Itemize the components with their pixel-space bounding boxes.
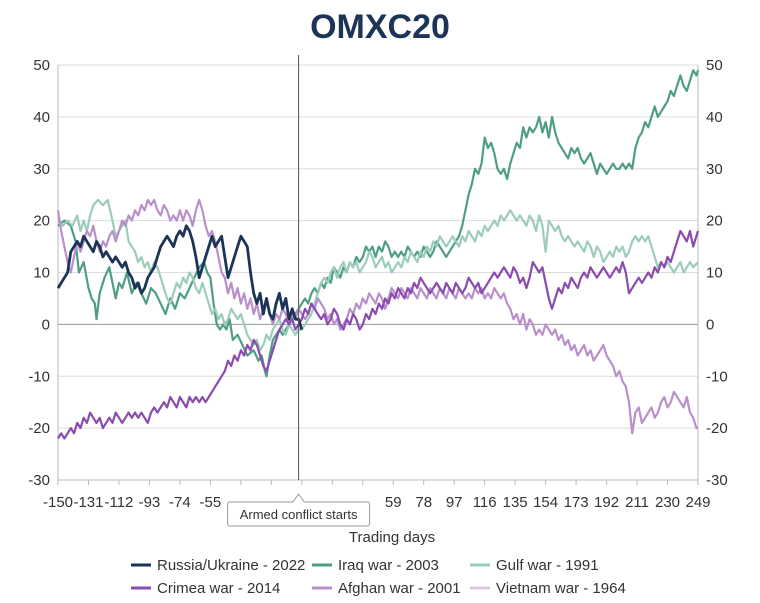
series-line bbox=[56, 224, 304, 331]
armed-conflict-annotation: Armed conflict starts bbox=[227, 55, 371, 527]
annotation-pointer bbox=[292, 493, 306, 503]
x-tick-label: 78 bbox=[415, 494, 432, 511]
legend: Russia/Ukraine - 2022 Iraq war - 2003 Gulf… bbox=[131, 557, 626, 597]
x-tick-label: -150 bbox=[43, 494, 73, 511]
x-tick-label: -74 bbox=[169, 494, 191, 511]
x-tick-label: 173 bbox=[564, 494, 589, 511]
legend-label: Russia/Ukraine - 2022 bbox=[157, 557, 305, 574]
x-tick-label: 135 bbox=[503, 494, 528, 511]
y-tick-label: 0 bbox=[42, 316, 50, 333]
series-lines bbox=[56, 69, 700, 440]
y-tick-label: -20 bbox=[706, 420, 728, 437]
x-tick-label: 249 bbox=[685, 494, 710, 511]
annotation-label: Armed conflict starts bbox=[240, 507, 358, 522]
x-tick-label: 192 bbox=[594, 494, 619, 511]
x-tick-label: 116 bbox=[473, 494, 497, 511]
y-tick-label: 40 bbox=[706, 109, 723, 126]
legend-label: Crimea war - 2014 bbox=[157, 580, 280, 597]
axes bbox=[57, 65, 699, 481]
legend-label: Vietnam war - 1964 bbox=[496, 580, 626, 597]
y-tick-label: -10 bbox=[28, 368, 50, 385]
x-tick-label: 59 bbox=[385, 494, 402, 511]
y-tick-label: -30 bbox=[706, 472, 728, 489]
x-tick-label: -55 bbox=[200, 494, 222, 511]
legend-label: Iraq war - 2003 bbox=[338, 557, 439, 574]
series-line bbox=[57, 229, 700, 440]
grid-lines bbox=[58, 64, 698, 481]
y-tick-label: 50 bbox=[33, 57, 50, 74]
y-axis-left-ticks: -30 -20 -10 0 10 20 30 40 50 bbox=[28, 57, 50, 489]
legend-label: Afghan war - 2001 bbox=[338, 580, 461, 597]
y-tick-label: 0 bbox=[706, 316, 714, 333]
x-tick-label: 97 bbox=[446, 494, 463, 511]
x-tick-label: 211 bbox=[625, 494, 649, 511]
y-tick-label: 30 bbox=[33, 161, 50, 178]
y-tick-label: 10 bbox=[33, 265, 50, 282]
x-tick-label: -112 bbox=[104, 494, 133, 511]
chart-title: OMXC20 bbox=[310, 8, 450, 46]
y-tick-label: 20 bbox=[706, 213, 723, 230]
y-tick-label: -20 bbox=[28, 420, 50, 437]
x-tick-label: -131 bbox=[73, 494, 103, 511]
x-tick-label: -93 bbox=[139, 494, 161, 511]
y-tick-label: 40 bbox=[33, 109, 50, 126]
x-tick-label: 154 bbox=[533, 494, 558, 511]
x-axis-label: Trading days bbox=[349, 529, 435, 546]
x-tick-label: 230 bbox=[655, 494, 680, 511]
y-axis-right-ticks: -30 -20 -10 0 10 20 30 40 50 bbox=[706, 57, 728, 489]
y-tick-label: 10 bbox=[706, 265, 723, 282]
y-tick-label: -30 bbox=[28, 472, 50, 489]
y-tick-label: 20 bbox=[33, 213, 50, 230]
y-tick-label: 50 bbox=[706, 57, 723, 74]
series-line bbox=[57, 69, 700, 378]
series-line bbox=[56, 198, 698, 435]
y-tick-label: -10 bbox=[706, 368, 728, 385]
legend-label: Gulf war - 1991 bbox=[496, 557, 599, 574]
series-line bbox=[57, 198, 699, 352]
y-tick-label: 30 bbox=[706, 161, 723, 178]
x-axis-ticks: -150 -131 -112 -93 -74 -55 59 78 97 116 135 154 173 1… bbox=[43, 480, 711, 511]
